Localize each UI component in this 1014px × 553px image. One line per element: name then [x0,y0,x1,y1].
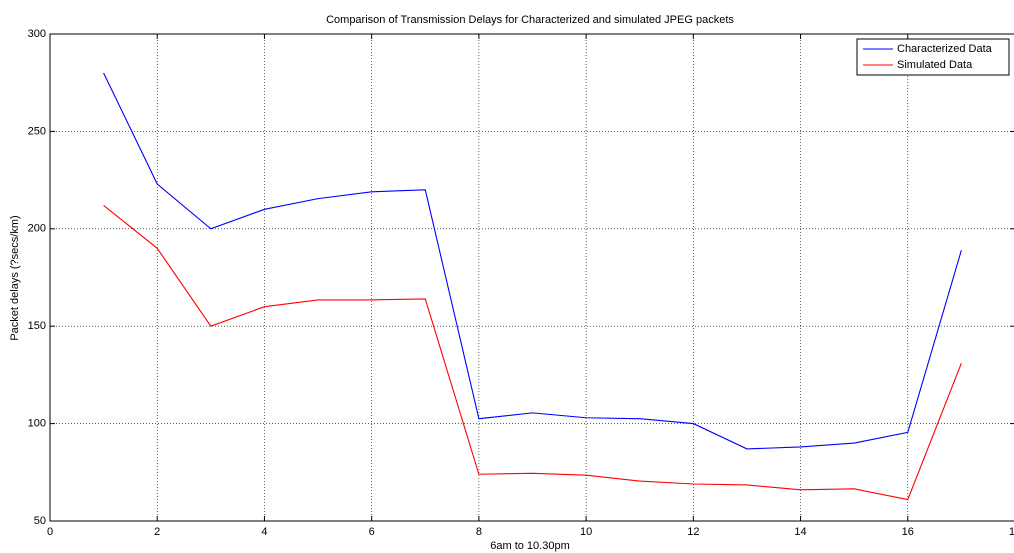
x-tick-label: 8 [476,526,482,538]
y-tick-label: 250 [28,125,46,137]
y-tick-label: 150 [28,320,46,332]
y-tick-label: 100 [28,418,46,430]
x-tick-label: 0 [47,526,53,538]
y-tick-label: 200 [28,223,46,235]
legend-box [856,38,1010,76]
legend-label: Characterized Data [897,43,993,55]
x-tick-label: 10 [580,526,592,538]
plot-frame [49,33,1014,522]
x-tick-label: 12 [687,526,699,538]
x-tick-label: 2 [154,526,160,538]
legend-label: Simulated Data [897,59,973,71]
series-line [103,204,962,501]
x-tick-label: 18 [1009,526,1014,538]
x-tick-label: 6 [369,526,375,538]
plot-area [50,34,1014,521]
x-tick-label: 14 [794,526,806,538]
y-tick-label: 50 [34,515,46,527]
chart-title: Comparison of Transmission Delays for Ch… [326,14,734,26]
y-axis-label: Packet delays (?secs/km) [9,215,21,340]
x-tick-label: 16 [902,526,914,538]
y-tick-label: 300 [28,28,46,40]
x-tick-label: 4 [261,526,267,538]
series-line [103,72,962,450]
x-axis-label: 6am to 10.30pm [490,540,570,552]
